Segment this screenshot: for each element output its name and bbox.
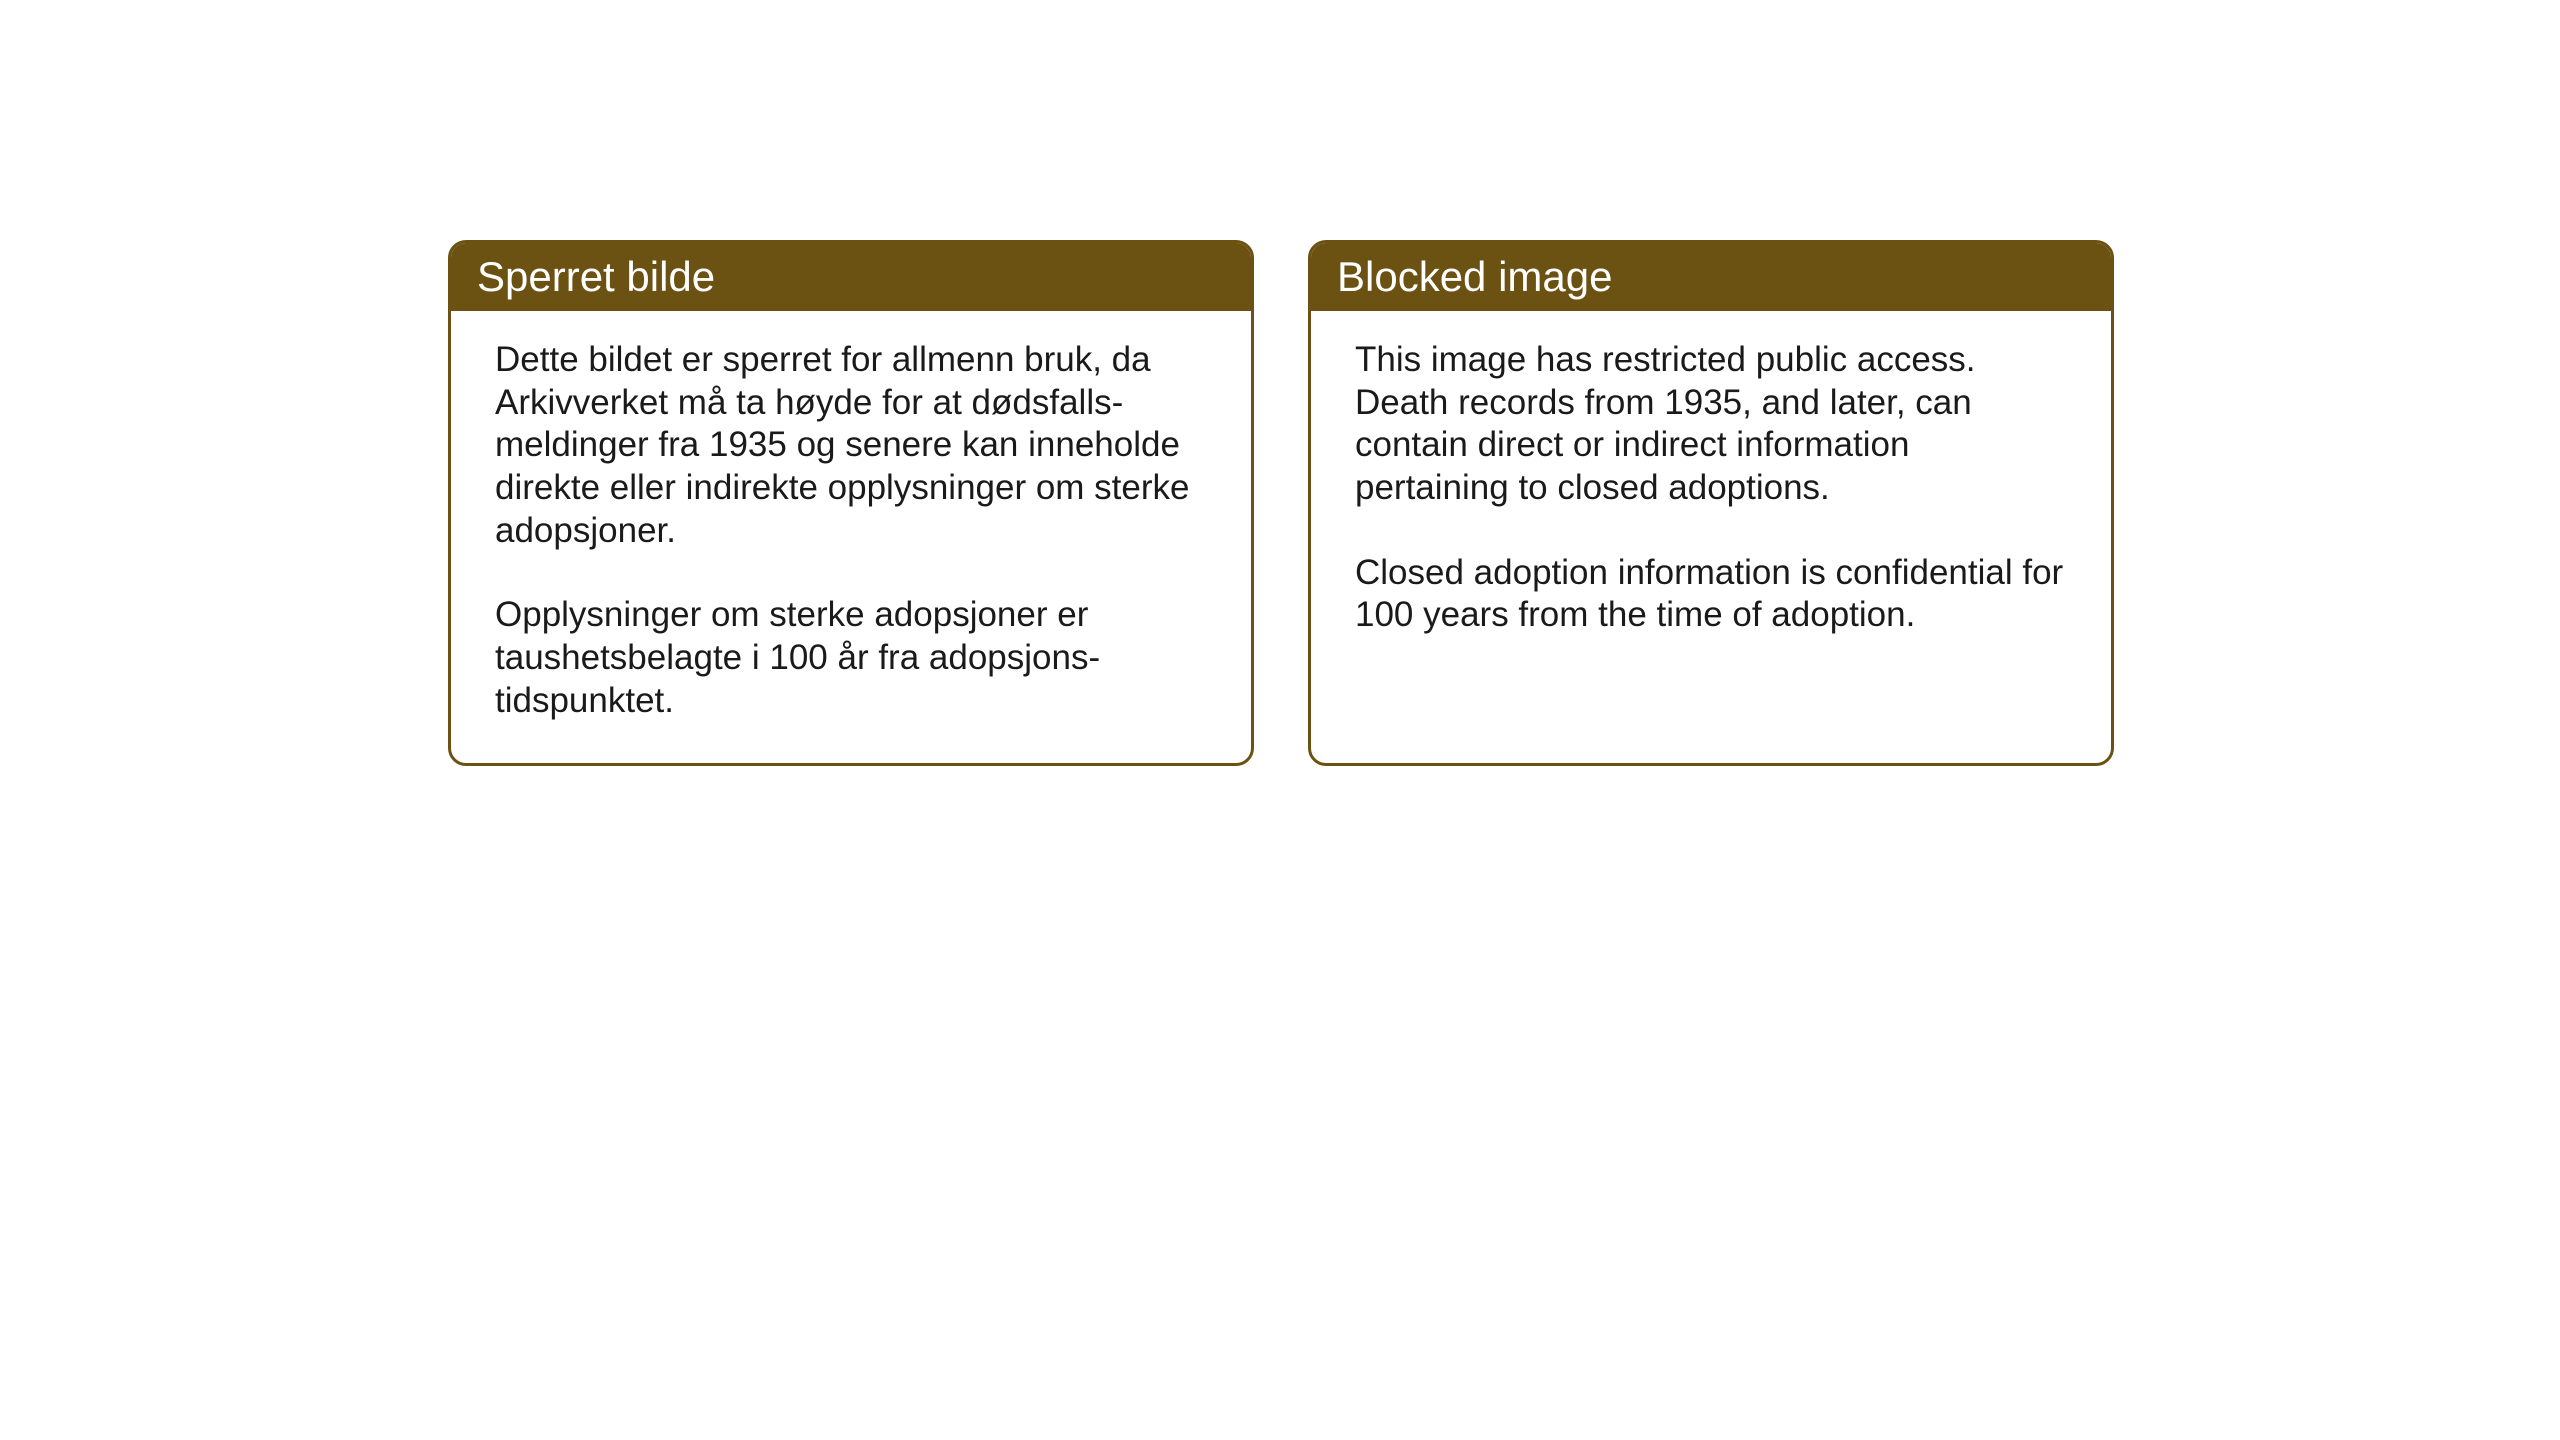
notice-container: Sperret bilde Dette bildet er sperret fo… [448,240,2114,766]
card-paragraph1-english: This image has restricted public access.… [1355,339,2067,510]
card-title-norwegian: Sperret bilde [477,253,715,300]
card-header-english: Blocked image [1311,243,2111,311]
card-title-english: Blocked image [1337,253,1612,300]
notice-card-english: Blocked image This image has restricted … [1308,240,2114,766]
card-paragraph2-english: Closed adoption information is confident… [1355,552,2067,637]
card-paragraph1-norwegian: Dette bildet er sperret for allmenn bruk… [495,339,1207,552]
card-body-norwegian: Dette bildet er sperret for allmenn bruk… [451,311,1251,763]
card-paragraph2-norwegian: Opplysninger om sterke adopsjoner er tau… [495,594,1207,722]
card-header-norwegian: Sperret bilde [451,243,1251,311]
card-body-english: This image has restricted public access.… [1311,311,2111,677]
notice-card-norwegian: Sperret bilde Dette bildet er sperret fo… [448,240,1254,766]
